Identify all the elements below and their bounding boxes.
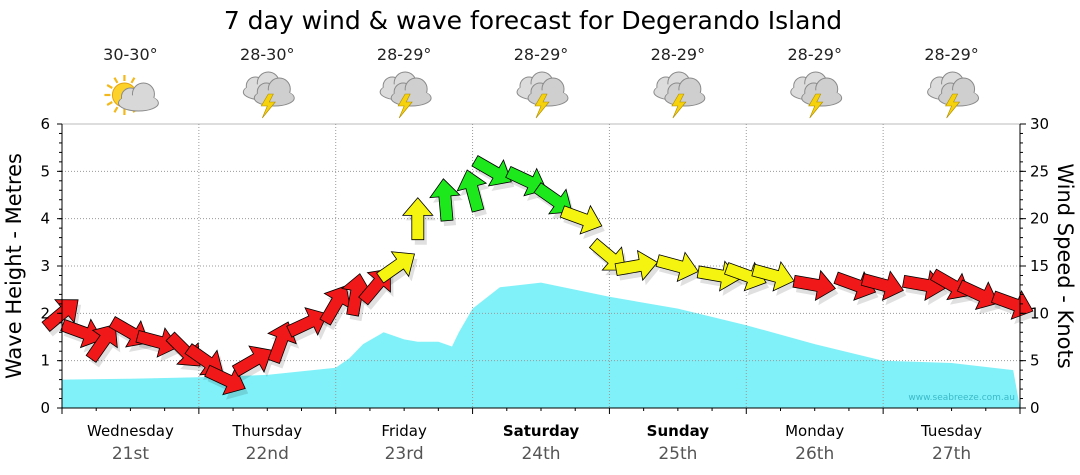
wind-arrow (588, 237, 626, 271)
lightning-bolt (260, 93, 276, 119)
wind-arrow (860, 270, 904, 301)
left-tick-label: 6 (40, 115, 50, 133)
wind-arrow (231, 345, 273, 377)
sun-ray (113, 77, 119, 84)
lightning-bolt (808, 93, 824, 119)
lightning-bolt (397, 93, 413, 119)
daily-weather-header: 30-30° 28-30° 28-29° 28-29° 28-29° 28-29° 28-2… (103, 45, 980, 119)
wind-arrow (471, 155, 512, 187)
right-tick-label: 5 (1030, 352, 1040, 370)
wind-arrow (341, 273, 373, 317)
day-name-label: Monday (785, 422, 844, 440)
cloud-shape (117, 82, 159, 112)
day-temperature: 28-30° (240, 45, 295, 64)
wind-arrow (559, 204, 603, 235)
wind-arrow (319, 285, 351, 326)
cloud-fill (119, 95, 158, 109)
right-tick-label: 10 (1030, 304, 1049, 322)
right-tick-label: 30 (1030, 115, 1049, 133)
left-tick-label: 0 (40, 399, 50, 417)
right-tick-label: 15 (1030, 257, 1049, 275)
sun-cloud-icon (104, 75, 159, 115)
storm-icon (379, 71, 432, 119)
day-name-label: Friday (381, 422, 427, 440)
axes: 0 1 2 3 4 5 6 0 5 10 15 20 25 30 (40, 115, 1049, 417)
storm-icon (516, 71, 569, 119)
wind-arrow (41, 299, 79, 332)
wind-arrow (751, 260, 795, 292)
lightning-bolt (534, 93, 550, 119)
sun-ray (106, 84, 113, 89)
left-tick-label: 3 (40, 257, 50, 275)
wind-arrow (204, 364, 246, 396)
left-tick-label: 5 (40, 162, 50, 180)
lightning-bolt (945, 93, 961, 119)
wind-arrow (614, 249, 659, 282)
wind-arrow (956, 279, 999, 311)
day-date-label: 24th (521, 444, 560, 464)
cloud-shape (664, 77, 706, 107)
right-axis-label: Wind Speed - Knots (1053, 163, 1077, 368)
wind-arrow (990, 290, 1034, 320)
day-name-label: Thursday (231, 422, 302, 440)
storm-icon (653, 71, 706, 119)
right-tick-label: 20 (1030, 210, 1049, 228)
day-temperature: 30-30° (103, 45, 158, 64)
day-date-label: 26th (795, 444, 834, 464)
lightning-bolt (671, 93, 687, 119)
day-date-label: 22nd (246, 444, 289, 464)
wind-arrow (429, 178, 461, 222)
left-tick-label: 1 (40, 352, 50, 370)
day-name-label: Sunday (647, 422, 710, 440)
wind-arrows (41, 155, 1036, 400)
wave-height-area (62, 282, 1020, 408)
wind-arrow (135, 327, 179, 358)
day-date-label: 23rd (385, 444, 424, 464)
wind-arrow (792, 269, 836, 302)
day-temperature: 28-29° (787, 45, 842, 64)
left-tick-label: 2 (40, 304, 50, 322)
storm-icon (927, 71, 980, 119)
left-tick-label: 4 (40, 210, 50, 228)
sun-ray (106, 101, 113, 106)
day-date-label: 25th (658, 444, 697, 464)
day-name-label: Saturday (503, 422, 580, 440)
gridlines (62, 124, 1020, 408)
watermark: www.seabreeze.com.au (908, 393, 1015, 403)
day-temperature: 28-29° (651, 45, 706, 64)
storm-icon (242, 71, 295, 119)
sun-ray (113, 106, 119, 113)
day-name-label: Wednesday (87, 422, 174, 440)
day-temperature: 28-29° (514, 45, 569, 64)
day-temperature: 28-29° (924, 45, 979, 64)
right-tick-label: 25 (1030, 162, 1049, 180)
day-date-label: 27th (932, 444, 971, 464)
wind-arrow (401, 197, 434, 241)
wind-arrow (533, 182, 573, 215)
right-tick-label: 0 (1030, 399, 1040, 417)
day-date-label: 21st (112, 444, 149, 464)
wind-arrow (655, 251, 699, 283)
day-name-label: Tuesday (920, 422, 982, 440)
chart-title: 7 day wind & wave forecast for Degerando… (224, 6, 842, 35)
day-temperature: 28-29° (377, 45, 432, 64)
wind-arrow (85, 323, 118, 363)
storm-icon (790, 71, 843, 119)
sun-ray (130, 77, 136, 84)
wind-arrow (456, 169, 488, 213)
wind-arrow (376, 251, 416, 284)
wind-arrow (286, 307, 328, 338)
left-axis-label: Wave Height - Metres (2, 153, 26, 379)
day-labels: Wednesday 21st Thursday 22nd Friday 23rd Satur… (87, 422, 982, 464)
wind-arrow (60, 318, 103, 349)
